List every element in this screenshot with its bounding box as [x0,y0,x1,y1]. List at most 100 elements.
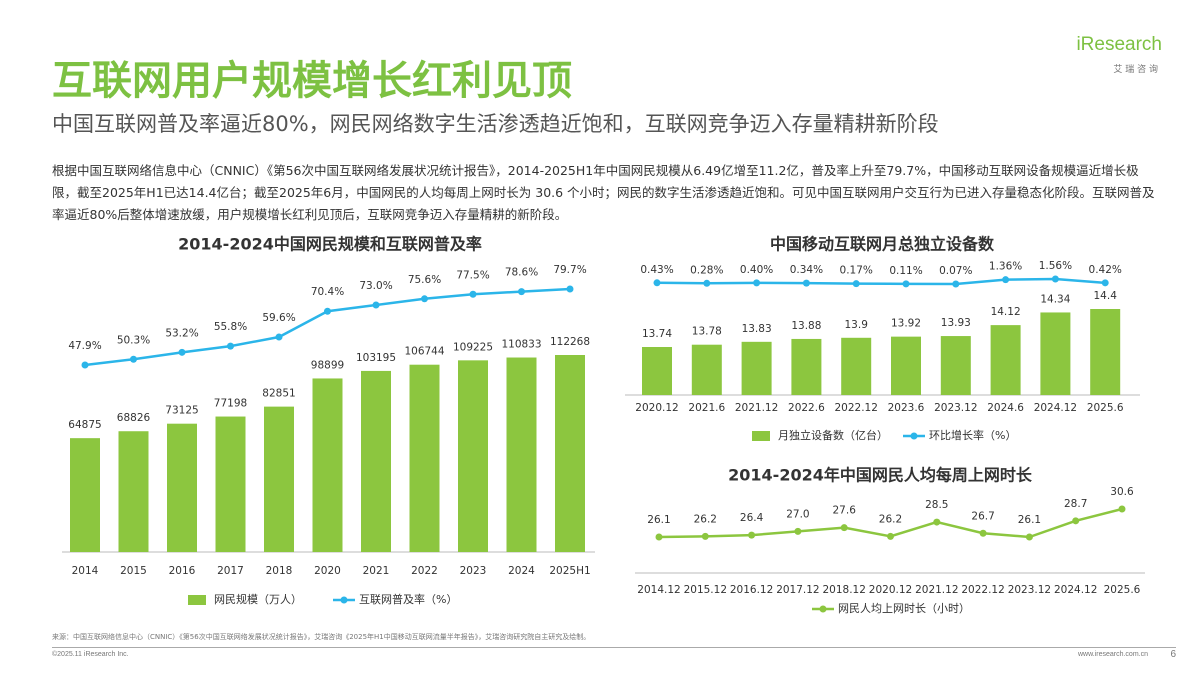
bar [741,341,772,395]
x-tick-label: 2025.6 [1104,584,1141,596]
x-tick-label: 2018 [266,565,293,577]
bar [791,338,822,395]
bar-value-label: 82851 [262,388,295,400]
footer-rule [52,647,1176,648]
bar [891,336,921,395]
line-value-label: 70.4% [311,286,344,298]
line-value-label: 26.1 [1018,514,1041,526]
bar [642,347,672,395]
line [656,277,1106,286]
chart-title: 2014-2024中国网民规模和互联网普及率 [178,235,482,254]
bar [691,344,722,395]
bar [990,325,1021,395]
legend-swatch [752,431,770,441]
x-tick-label: 2016.12 [730,584,773,596]
line-value-label: 0.34% [790,264,823,276]
line-point [655,533,663,541]
copyright: ©2025.11 iResearch Inc. [52,651,129,658]
body-text: 根据中国互联网络信息中心（CNNIC）《第56次中国互联网络发展状况统计报告》，… [52,163,1155,222]
chart-title: 2014-2024年中国网民人均每周上网时长 [728,466,1033,485]
line-point [469,290,477,298]
bar-value-label: 98899 [311,359,344,371]
bar-value-label: 13.93 [941,317,971,329]
line-value-label: 26.7 [971,510,994,522]
bar-value-label: 14.34 [1040,293,1070,305]
bar-value-label: 64875 [68,419,101,431]
x-tick-label: 2022.12 [834,402,877,414]
x-tick-label: 2015.12 [684,584,727,596]
bar-value-label: 109225 [453,341,493,353]
x-tick-label: 2014 [72,565,99,577]
line-point [933,518,941,526]
line-value-label: 47.9% [68,340,101,352]
line-point [130,355,137,363]
line-value-label: 0.11% [889,265,922,277]
bar-value-label: 13.88 [791,320,821,332]
x-tick-label: 2021.12 [735,402,778,414]
bar-value-label: 13.83 [742,323,772,335]
x-tick-label: 2021 [363,565,390,577]
line-value-label: 0.43% [640,264,673,276]
bar-value-label: 13.92 [891,318,921,330]
line-point [1101,279,1109,287]
x-tick-label: 2021.6 [688,402,725,414]
line-value-label: 0.07% [939,265,972,277]
line-point [1002,276,1010,284]
logo-sub: 艾 瑞 咨 询 [1113,65,1158,75]
line-value-label: 27.6 [833,505,857,517]
url: www.iresearch.com.cn [1077,651,1148,658]
line-value-label: 0.17% [840,265,873,277]
line-value-label: 53.2% [165,327,198,339]
subtitle: 中国互联网普及率逼近80%，网民网络数字生活渗透趋近饱和，互联网竞争迈入存量精耕… [52,112,939,136]
legend-label: 环比增长率（%） [929,428,1016,442]
bar-value-label: 68826 [117,412,151,424]
x-tick-label: 2018.12 [822,584,865,596]
bar-value-label: 110833 [501,339,541,351]
bar-value-label: 14.12 [991,306,1021,318]
line-value-label: 73.0% [359,280,392,292]
line-point [887,532,894,540]
line-value-label: 79.7% [553,264,586,276]
bar [555,355,585,552]
x-tick-label: 2024.12 [1054,584,1097,596]
legend-label: 月独立设备数（亿台） [778,428,888,442]
line-point [753,279,761,287]
x-tick-label: 2022.12 [961,584,1004,596]
line-value-label: 0.28% [690,264,723,276]
line-point [1072,517,1080,525]
line-value-label: 75.6% [408,274,441,286]
x-tick-label: 2024.12 [1034,402,1077,414]
x-tick-label: 2023 [460,565,487,577]
x-tick-label: 2024.6 [987,402,1024,414]
x-tick-label: 2020 [314,565,341,577]
line-point [324,307,331,315]
bar [841,337,872,395]
logo: iResearch [1076,34,1162,55]
line [84,287,571,367]
x-tick-label: 2015 [120,565,147,577]
bar [506,357,537,552]
line-point [566,285,574,293]
bar-value-label: 112268 [550,336,590,348]
x-tick-label: 2025H1 [549,565,590,577]
bar [361,370,391,552]
line-value-label: 0.42% [1089,264,1122,276]
legend-label: 网民规模（万人） [214,592,302,606]
bar-value-label: 13.78 [692,326,722,338]
line-point [1118,505,1126,513]
line-point [653,279,661,287]
line-value-label: 30.6 [1110,486,1134,498]
line-value-label: 28.5 [925,499,948,511]
line-point [748,531,756,539]
x-tick-label: 2020.12 [869,584,912,596]
x-tick-label: 2017.12 [776,584,819,596]
x-tick-label: 2021.12 [915,584,958,596]
line-value-label: 28.7 [1064,498,1087,510]
line-point [794,527,802,535]
line-value-label: 78.6% [505,267,538,279]
line-value-label: 59.6% [262,312,295,324]
page-number: 6 [1170,649,1176,660]
legend-label: 互联网普及率（%） [359,592,457,606]
